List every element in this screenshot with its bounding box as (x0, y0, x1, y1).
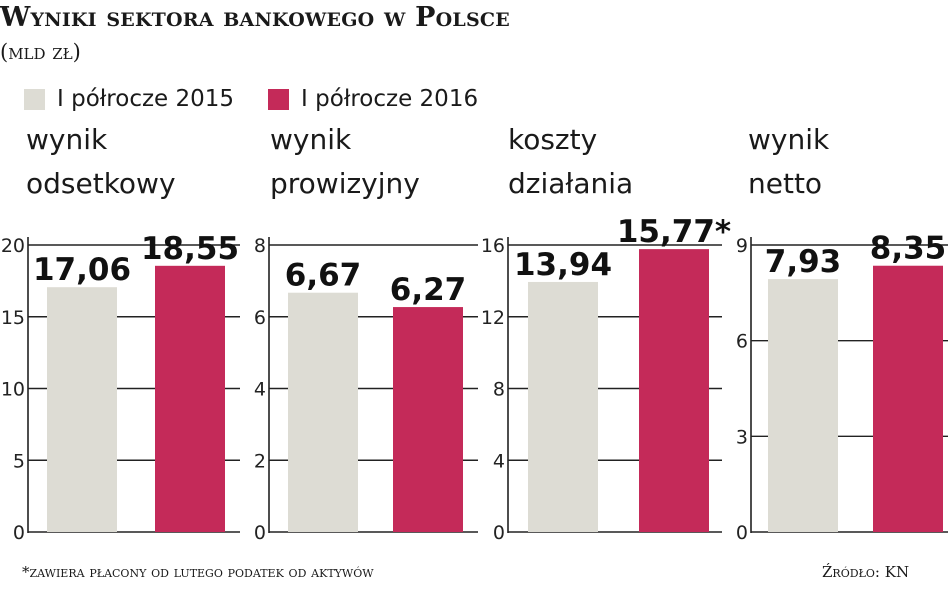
panel-title-line: działania (508, 167, 634, 200)
bar-odsetkowy-2015 (47, 287, 117, 532)
y-tick-label-koszty: 8 (493, 379, 505, 401)
y-tick-label-prowizyjny: 6 (254, 307, 266, 329)
bar-netto-2016 (873, 265, 943, 532)
panel-title-line: wynik (26, 123, 108, 156)
panel-title-line: wynik (748, 123, 830, 156)
panel-title-line: netto (748, 167, 823, 200)
bar-odsetkowy-2016 (155, 265, 225, 532)
y-tick-label-prowizyjny: 8 (254, 235, 266, 257)
value-label-koszty-2015: 13,94 (514, 247, 612, 283)
chart-title: Wyniki sektora bankowego w Polsce (0, 2, 510, 33)
y-tick-label-odsetkowy: 10 (1, 379, 25, 401)
chart-subtitle: (mld zł) (0, 40, 81, 64)
bar-koszty-2015 (528, 281, 598, 532)
y-tick-label-prowizyjny: 4 (254, 379, 266, 401)
y-tick-label-odsetkowy: 0 (13, 522, 25, 544)
y-tick-label-koszty: 12 (481, 307, 505, 329)
panel-title-koszty: koszty działania (508, 118, 633, 206)
y-tick-label-netto: 6 (736, 331, 748, 353)
footnote: *zawiera płacony od lutego podatek od ak… (22, 563, 374, 581)
y-tick-label-koszty: 16 (481, 235, 505, 257)
y-tick-label-prowizyjny: 0 (254, 522, 266, 544)
bar-prowizyjny-2016 (393, 307, 463, 532)
y-tick-label-prowizyjny: 2 (254, 450, 266, 472)
y-tick-label-koszty: 0 (493, 522, 505, 544)
legend: I półrocze 2015 I półrocze 2016 (24, 86, 512, 112)
bar-prowizyjny-2015 (288, 292, 358, 532)
value-label-odsetkowy-2016: 18,55 (141, 231, 239, 267)
y-tick-label-netto: 0 (736, 522, 748, 544)
legend-item-2015: I półrocze 2015 (24, 86, 234, 112)
legend-item-2016: I półrocze 2016 (268, 86, 478, 112)
y-tick-label-odsetkowy: 15 (1, 307, 25, 329)
value-label-prowizyjny-2016: 6,27 (390, 272, 467, 308)
panel-title-line: koszty (508, 123, 598, 156)
value-label-prowizyjny-2015: 6,67 (285, 258, 362, 294)
legend-swatch-2015 (24, 88, 45, 110)
panel-title-line: wynik (270, 123, 352, 156)
value-label-netto-2016: 8,35 (870, 231, 947, 267)
bar-netto-2015 (768, 279, 838, 532)
y-tick-label-netto: 3 (736, 426, 748, 448)
legend-label-2015: I półrocze 2015 (57, 86, 235, 112)
legend-label-2016: I półrocze 2016 (301, 86, 479, 112)
value-label-odsetkowy-2015: 17,06 (33, 252, 131, 288)
value-label-koszty-2016: 15,77* (617, 214, 731, 250)
bar-koszty-2016 (639, 249, 709, 533)
y-tick-label-koszty: 4 (493, 450, 505, 472)
source-note: Źródło: KN (822, 563, 910, 581)
panel-title-line: prowizyjny (270, 167, 420, 200)
y-tick-label-odsetkowy: 5 (13, 450, 25, 472)
panel-title-odsetkowy: wynik odsetkowy (26, 118, 176, 206)
panel-title-netto: wynik netto (748, 118, 829, 206)
panel-title-line: odsetkowy (26, 167, 176, 200)
panel-title-prowizyjny: wynik prowizyjny (270, 118, 420, 206)
y-tick-label-odsetkowy: 20 (1, 235, 25, 257)
y-tick-label-netto: 9 (736, 235, 748, 257)
value-label-netto-2015: 7,93 (765, 244, 842, 280)
legend-swatch-2016 (268, 88, 290, 110)
